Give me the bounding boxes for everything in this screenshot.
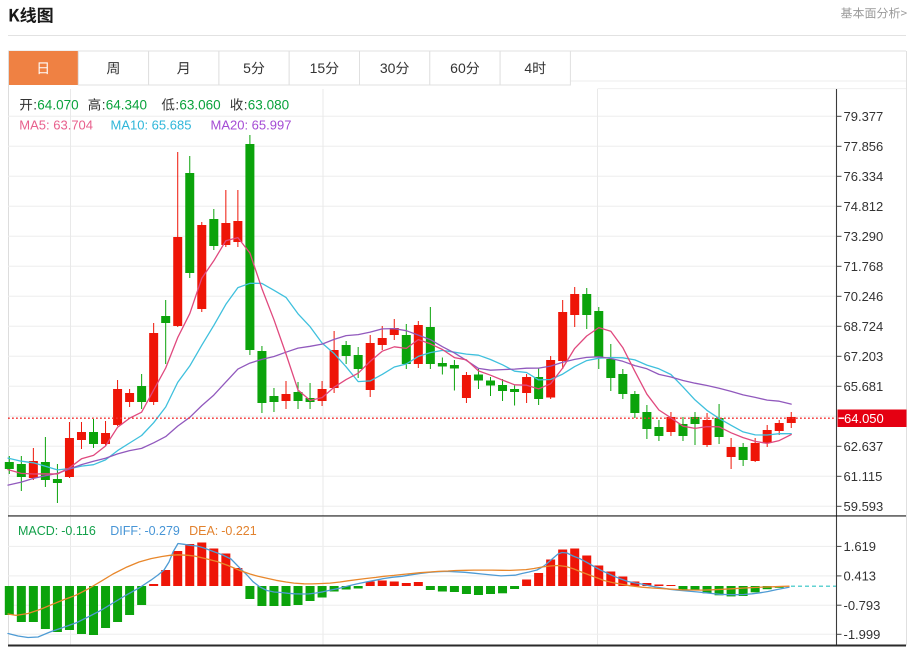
svg-text::: : <box>244 98 248 113</box>
svg-text:62.637: 62.637 <box>844 439 884 454</box>
svg-text:68.724: 68.724 <box>844 319 884 334</box>
svg-text:70.246: 70.246 <box>844 289 884 304</box>
svg-text:-1.999: -1.999 <box>844 627 881 642</box>
svg-text:MA20: 65.997: MA20: 65.997 <box>211 118 292 133</box>
svg-text:30: 30 <box>380 60 396 76</box>
svg-text:64.070: 64.070 <box>37 98 78 113</box>
svg-text:-0.793: -0.793 <box>844 598 881 613</box>
svg-text::: : <box>175 98 179 113</box>
svg-text:MA5: 63.704: MA5: 63.704 <box>19 118 93 133</box>
svg-text:73.290: 73.290 <box>844 229 884 244</box>
svg-text:67.203: 67.203 <box>844 349 884 364</box>
svg-text:64.340: 64.340 <box>106 98 147 113</box>
svg-text:MA10: 65.685: MA10: 65.685 <box>111 118 192 133</box>
svg-text:59.593: 59.593 <box>844 499 884 514</box>
svg-text:76.334: 76.334 <box>844 169 884 184</box>
svg-text:74.812: 74.812 <box>844 199 884 214</box>
svg-text:0.413: 0.413 <box>844 569 877 584</box>
svg-text:65.681: 65.681 <box>844 379 884 394</box>
svg-text:-0.116: -0.116 <box>61 524 96 538</box>
svg-text:DIFF:: DIFF: <box>110 524 141 538</box>
svg-text:60: 60 <box>450 60 466 76</box>
svg-text:63.060: 63.060 <box>179 98 220 113</box>
svg-text:77.856: 77.856 <box>844 139 884 154</box>
svg-text:4: 4 <box>524 60 532 76</box>
svg-text:64.050: 64.050 <box>844 411 884 426</box>
svg-text:MACD:: MACD: <box>18 524 58 538</box>
svg-text:71.768: 71.768 <box>844 259 884 274</box>
svg-text:15: 15 <box>310 60 326 76</box>
svg-text:79.377: 79.377 <box>844 109 884 124</box>
svg-text:1.619: 1.619 <box>844 539 877 554</box>
svg-text::: : <box>102 98 106 113</box>
svg-text:-0.221: -0.221 <box>221 524 256 538</box>
svg-text:5: 5 <box>243 60 251 76</box>
svg-text:DEA:: DEA: <box>189 524 218 538</box>
svg-text:63.080: 63.080 <box>248 98 289 113</box>
svg-text:-0.279: -0.279 <box>144 524 179 538</box>
svg-text:61.115: 61.115 <box>844 469 883 484</box>
svg-text::: : <box>33 98 37 113</box>
